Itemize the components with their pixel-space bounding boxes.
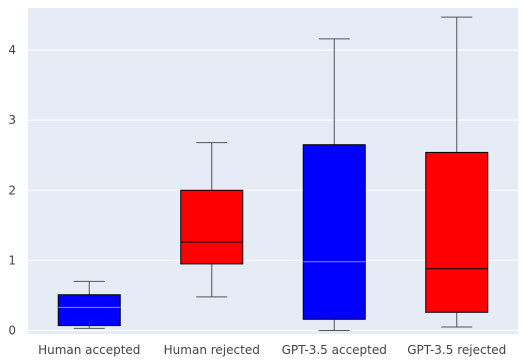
x-tick-label: GPT-3.5 rejected xyxy=(407,343,506,357)
y-tick-label: 4 xyxy=(8,43,16,57)
x-axis-ticks: Human accepted Human rejected GPT-3.5 acce… xyxy=(38,343,506,357)
iqr-box xyxy=(302,144,366,320)
y-tick-label: 2 xyxy=(8,183,16,197)
iqr-box xyxy=(180,189,244,265)
x-tick-label: Human rejected xyxy=(164,343,260,357)
y-tick-label: 3 xyxy=(8,113,16,127)
x-tick-label: GPT-3.5 accepted xyxy=(282,343,387,357)
y-axis-ticks: 0 1 2 3 4 xyxy=(8,43,16,337)
x-tick-label: Human accepted xyxy=(38,343,140,357)
y-tick-label: 0 xyxy=(8,323,16,337)
y-tick-label: 1 xyxy=(8,253,16,267)
box-gpt-3-5-rejected xyxy=(425,16,489,328)
iqr-box xyxy=(425,151,489,313)
box-series xyxy=(57,16,489,331)
iqr-box xyxy=(57,294,121,327)
box-gpt-3-5-accepted xyxy=(302,38,366,331)
box-human-rejected xyxy=(180,142,244,298)
box-human-accepted xyxy=(57,280,121,329)
